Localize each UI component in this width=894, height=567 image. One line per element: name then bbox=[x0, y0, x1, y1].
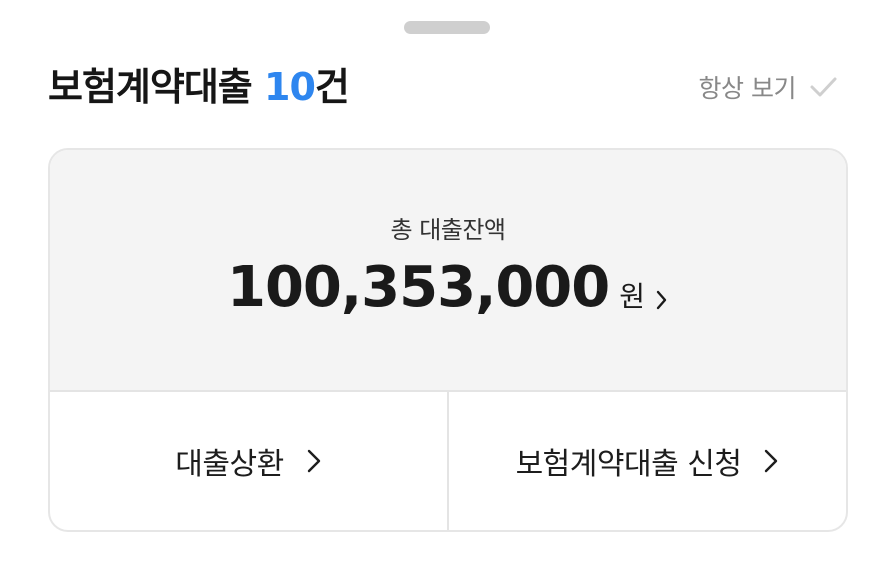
drag-handle[interactable] bbox=[404, 21, 490, 34]
always-view-label: 항상 보기 bbox=[698, 74, 797, 103]
page-title: 보험계약대출 10건 bbox=[48, 55, 350, 119]
total-balance-label: 총 대출잔액 bbox=[390, 216, 506, 244]
header: 보험계약대출 10건 항상 보기 bbox=[48, 55, 838, 119]
chevron-right-icon bbox=[763, 447, 779, 475]
title-text: 보험계약대출 bbox=[48, 65, 253, 109]
total-balance-panel[interactable]: 총 대출잔액 100,353,000 원 bbox=[50, 150, 846, 392]
currency-unit: 원 bbox=[619, 280, 645, 313]
loan-apply-button[interactable]: 보험계약대출 신청 bbox=[447, 392, 846, 530]
loan-repayment-button[interactable]: 대출상환 bbox=[50, 392, 447, 530]
chevron-right-icon bbox=[655, 289, 669, 311]
always-view-toggle[interactable]: 항상 보기 bbox=[699, 55, 838, 119]
action-bar: 대출상환 보험계약대출 신청 bbox=[50, 392, 846, 530]
loan-apply-label: 보험계약대출 신청 bbox=[515, 447, 742, 482]
check-icon bbox=[808, 72, 838, 102]
total-balance-row: 100,353,000 원 bbox=[50, 255, 846, 335]
title-suffix: 건 bbox=[314, 65, 350, 109]
total-balance-amount: 100,353,000 bbox=[227, 255, 610, 320]
loan-repayment-label: 대출상환 bbox=[175, 447, 284, 482]
title-count: 10 bbox=[264, 65, 316, 109]
chevron-right-icon bbox=[306, 447, 322, 475]
loan-card: 총 대출잔액 100,353,000 원 대출상환 bbox=[48, 148, 848, 532]
